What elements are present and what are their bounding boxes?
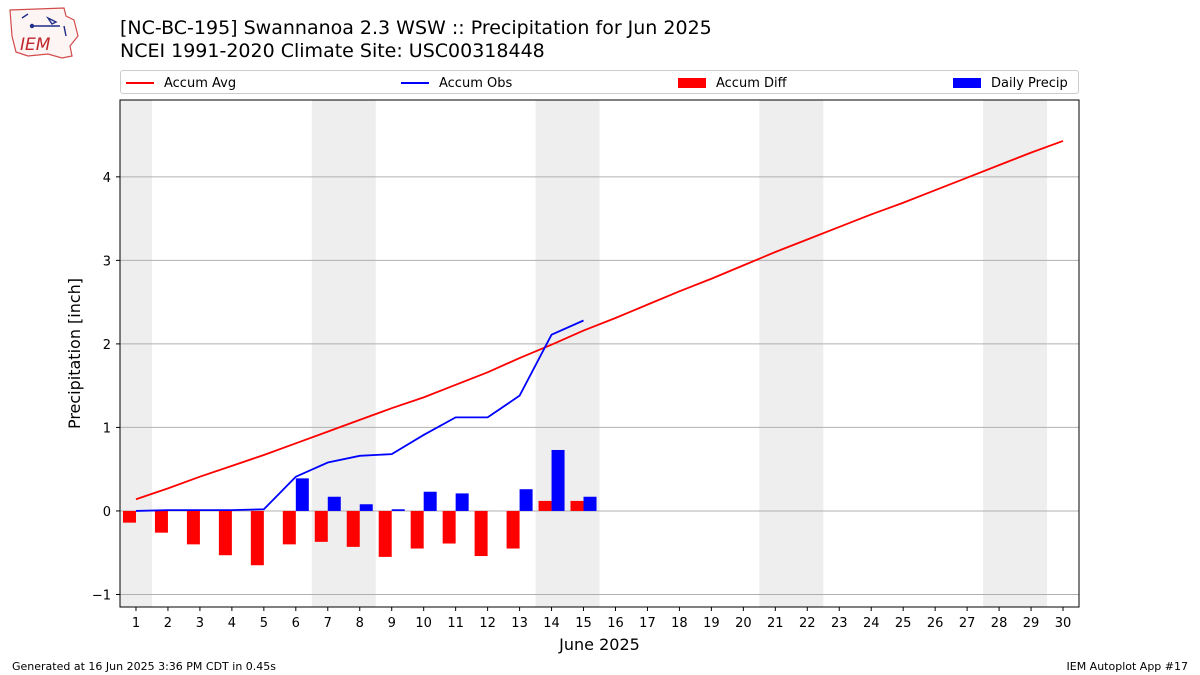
- line-accum-obs: [135, 319, 584, 512]
- x-tick-label: 13: [511, 616, 528, 631]
- x-tick-label: 1: [132, 616, 140, 631]
- bar-accum-diff: [442, 510, 456, 544]
- bar-daily-precip: [423, 491, 437, 511]
- bar-accum-diff: [250, 510, 264, 566]
- x-tick-label: 30: [1055, 616, 1072, 631]
- chart-title: [NC-BC-195] Swannanoa 2.3 WSW :: Precipi…: [120, 17, 712, 39]
- bar-accum-diff: [154, 510, 168, 533]
- y-tick-label: 2: [103, 338, 111, 353]
- bar-daily-precip: [295, 478, 309, 511]
- x-tick-label: 27: [959, 616, 976, 631]
- logo-text: IEM: [20, 35, 51, 55]
- x-tick-label: 3: [196, 616, 204, 631]
- legend-item-accum-obs: Accum Obs: [401, 74, 512, 92]
- bar-accum-diff: [570, 500, 584, 511]
- weekend-shade: [983, 100, 1048, 607]
- weekend-shade: [759, 100, 824, 607]
- app-label: IEM Autoplot App #17: [1066, 660, 1189, 673]
- x-tick-label: 4: [228, 616, 236, 631]
- bar-daily-precip: [455, 493, 469, 511]
- x-tick-label: 25: [895, 616, 912, 631]
- x-tick-label: 19: [703, 616, 720, 631]
- y-axis-label: Precipitation [inch]: [65, 278, 84, 429]
- x-tick-label: 15: [575, 616, 592, 631]
- weekend-shade: [120, 100, 152, 607]
- legend-item-accum-avg: Accum Avg: [126, 74, 236, 92]
- bar-daily-precip: [519, 489, 533, 511]
- bar-accum-diff: [506, 510, 520, 549]
- legend-label-accum-avg: Accum Avg: [164, 75, 237, 91]
- y-tick-label: 1: [103, 421, 111, 436]
- x-axis-label: June 2025: [558, 635, 640, 654]
- x-tick-label: 26: [927, 616, 944, 631]
- bar-accum-diff: [378, 510, 392, 557]
- bar-accum-diff: [186, 510, 200, 545]
- iem-logo: IEM: [9, 7, 79, 59]
- x-tick-label: 5: [260, 616, 268, 631]
- y-tick-label: 0: [103, 505, 111, 520]
- y-tick-label: 4: [103, 171, 111, 186]
- x-tick-label: 10: [415, 616, 432, 631]
- x-tick-label: 24: [863, 616, 880, 631]
- x-tick-label: 14: [543, 616, 560, 631]
- legend: Accum Avg Accum Obs Accum Diff Daily Pre…: [120, 70, 1079, 94]
- x-tick-label: 9: [388, 616, 396, 631]
- bar-accum-diff: [282, 510, 296, 545]
- bar-daily-precip: [551, 449, 565, 511]
- legend-label-accum-diff: Accum Diff: [716, 75, 787, 91]
- y-tick-label: 3: [103, 254, 111, 269]
- bar-daily-precip: [327, 496, 341, 511]
- x-tick-label: 12: [479, 616, 496, 631]
- legend-swatch-accum-obs: [401, 82, 429, 84]
- x-tick-label: 28: [991, 616, 1008, 631]
- legend-swatch-accum-diff: [678, 78, 706, 88]
- x-tick-label: 17: [639, 616, 656, 631]
- chart-subtitle: NCEI 1991-2020 Climate Site: USC00318448: [120, 40, 545, 62]
- line-accum-avg: [135, 140, 1064, 501]
- weekend-shade: [535, 100, 600, 607]
- legend-label-accum-obs: Accum Obs: [439, 75, 513, 91]
- plot-frame: [119, 99, 1080, 608]
- x-tick-label: 6: [292, 616, 300, 631]
- x-tick-label: 21: [767, 616, 784, 631]
- x-tick-label: 23: [831, 616, 848, 631]
- bar-daily-precip: [391, 509, 405, 511]
- bar-accum-diff: [346, 510, 360, 547]
- bar-accum-diff: [410, 510, 424, 549]
- x-tick-label: 2: [164, 616, 172, 631]
- legend-swatch-daily-precip: [953, 78, 981, 88]
- legend-label-daily-precip: Daily Precip: [991, 75, 1068, 91]
- legend-item-daily-precip: Daily Precip: [953, 74, 1068, 92]
- x-tick-label: 7: [324, 616, 332, 631]
- bar-daily-precip: [359, 504, 373, 511]
- x-tick-label: 20: [735, 616, 752, 631]
- bar-daily-precip: [583, 496, 597, 511]
- legend-item-accum-diff: Accum Diff: [678, 74, 787, 92]
- bar-accum-diff: [218, 510, 232, 556]
- x-tick-label: 22: [799, 616, 816, 631]
- bar-accum-diff: [538, 500, 552, 511]
- bar-accum-diff: [474, 510, 488, 557]
- legend-swatch-accum-avg: [126, 82, 154, 84]
- x-tick-label: 29: [1023, 616, 1040, 631]
- x-tick-label: 8: [356, 616, 364, 631]
- y-tick-label: −1: [92, 588, 111, 603]
- x-tick-label: 16: [607, 616, 624, 631]
- bar-accum-diff: [122, 510, 136, 523]
- generated-timestamp: Generated at 16 Jun 2025 3:36 PM CDT in …: [12, 660, 277, 673]
- x-tick-label: 11: [447, 616, 464, 631]
- bar-accum-diff: [314, 510, 328, 542]
- x-tick-label: 18: [671, 616, 688, 631]
